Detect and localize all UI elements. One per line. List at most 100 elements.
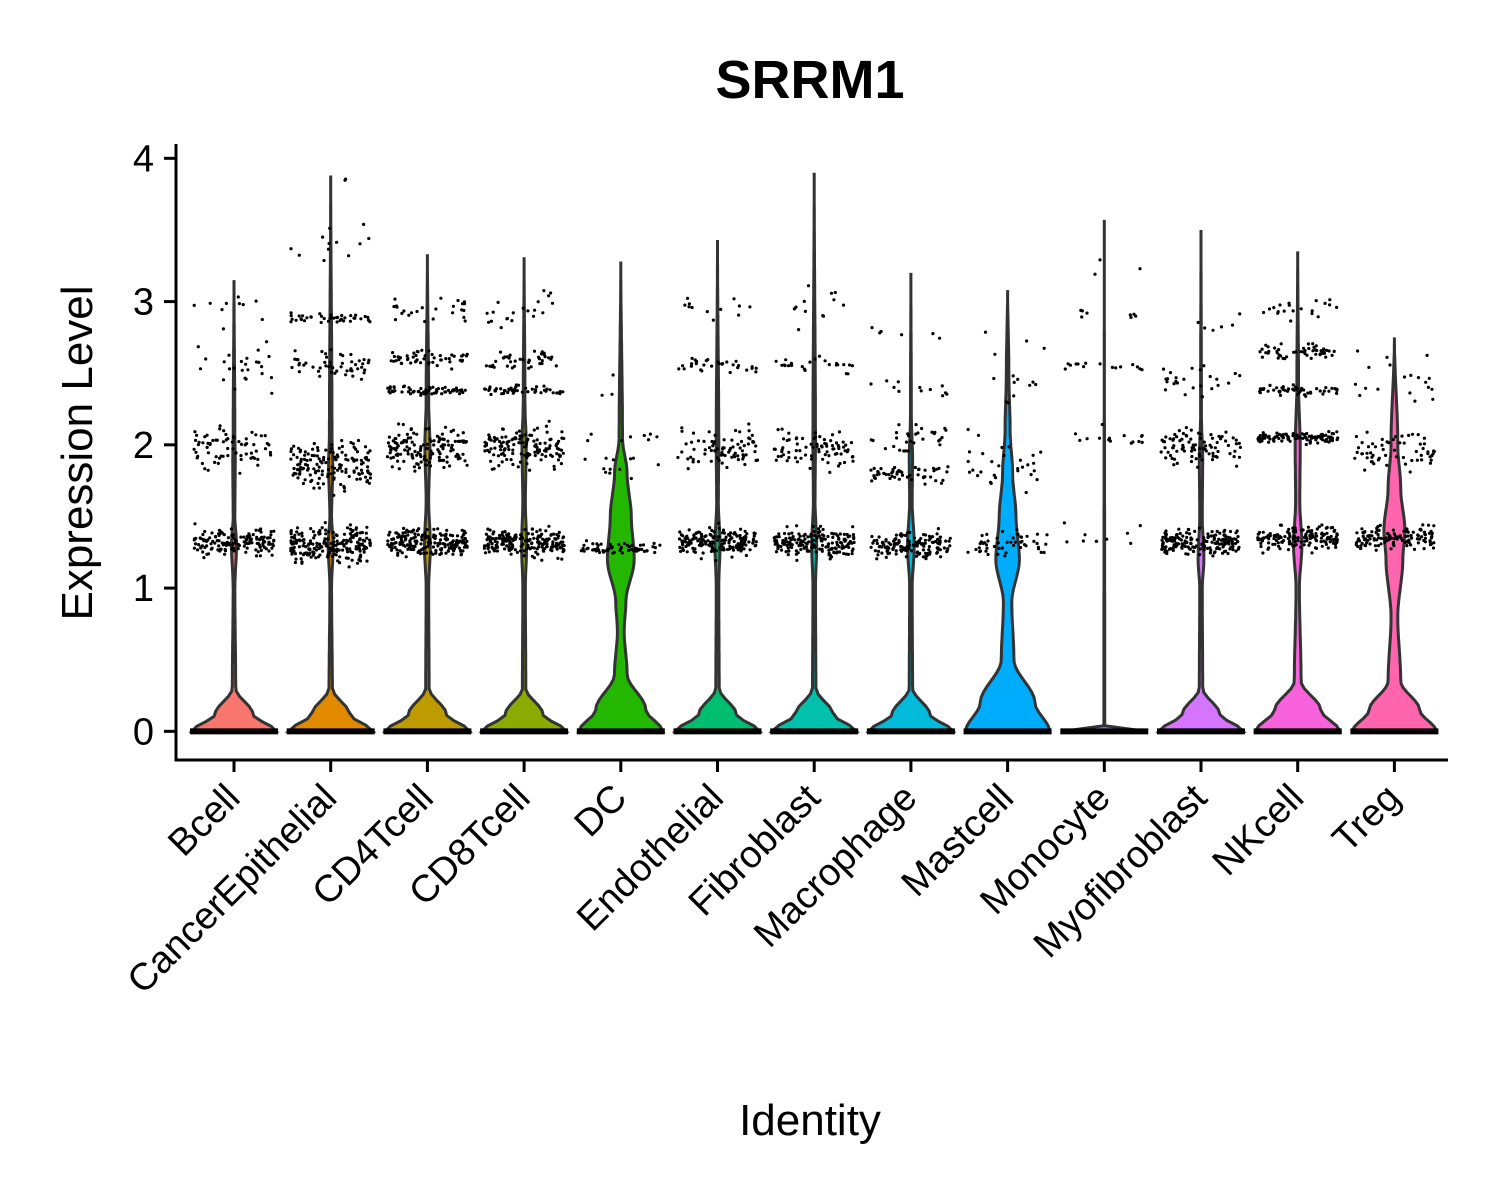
point — [1215, 529, 1219, 534]
point — [530, 532, 535, 536]
point — [700, 369, 704, 373]
point — [345, 526, 350, 530]
point — [1422, 538, 1426, 543]
point — [831, 447, 835, 451]
point — [1277, 432, 1281, 436]
point — [357, 542, 361, 546]
point — [521, 542, 525, 546]
point — [329, 370, 333, 374]
point — [1233, 449, 1237, 453]
point — [800, 365, 804, 369]
point — [420, 548, 424, 552]
point — [236, 295, 240, 299]
point — [801, 436, 805, 441]
point — [490, 542, 494, 546]
point — [1309, 391, 1313, 395]
point — [416, 533, 420, 537]
point — [401, 540, 405, 544]
point — [642, 549, 647, 554]
point — [1319, 536, 1323, 540]
point — [785, 525, 789, 529]
point — [1196, 465, 1200, 469]
point — [908, 473, 912, 477]
point — [1140, 440, 1144, 444]
point — [1119, 365, 1123, 369]
point — [1410, 536, 1414, 540]
point — [409, 537, 413, 541]
point — [412, 443, 416, 447]
point — [206, 451, 210, 455]
point — [305, 458, 309, 463]
point — [1129, 315, 1133, 319]
point — [544, 529, 548, 533]
point — [1183, 539, 1187, 543]
point — [1203, 326, 1207, 330]
point — [720, 544, 724, 548]
point — [289, 314, 293, 318]
point — [841, 303, 846, 307]
point — [296, 446, 301, 450]
point — [497, 536, 501, 541]
point — [521, 358, 525, 362]
point — [443, 443, 447, 447]
point — [1426, 385, 1430, 389]
point — [1129, 441, 1133, 445]
point — [902, 449, 906, 453]
point — [1262, 435, 1266, 439]
zero-points-DC — [576, 728, 665, 735]
point — [391, 455, 395, 459]
point — [413, 360, 418, 364]
point — [519, 544, 523, 548]
point — [591, 548, 595, 552]
point — [873, 549, 878, 553]
point — [341, 354, 345, 358]
point — [1003, 554, 1007, 558]
point — [582, 549, 586, 553]
point — [496, 454, 500, 458]
point — [1376, 387, 1380, 391]
point — [1356, 446, 1361, 450]
point — [942, 546, 947, 550]
point — [971, 468, 975, 472]
point — [242, 544, 246, 548]
point — [540, 361, 544, 366]
point — [511, 391, 515, 395]
point — [449, 449, 453, 453]
point — [552, 532, 556, 536]
point — [687, 305, 691, 309]
point — [492, 549, 496, 553]
point — [1402, 441, 1406, 445]
point — [821, 527, 825, 532]
point — [1206, 546, 1210, 551]
point — [357, 472, 362, 476]
point — [748, 548, 752, 552]
point — [905, 531, 910, 535]
point — [267, 540, 271, 544]
point — [544, 449, 548, 453]
point — [530, 387, 534, 391]
point — [1428, 540, 1432, 544]
point — [392, 354, 396, 359]
point — [1421, 523, 1425, 527]
point — [1205, 539, 1209, 544]
point — [295, 530, 299, 534]
point — [1159, 450, 1163, 454]
point — [483, 444, 487, 448]
point — [386, 441, 391, 445]
point — [192, 538, 196, 542]
point — [245, 534, 249, 539]
point — [506, 444, 510, 448]
point — [418, 448, 423, 452]
point — [208, 536, 212, 540]
point — [1076, 362, 1080, 366]
point — [415, 453, 419, 457]
point — [299, 317, 303, 321]
point — [1138, 267, 1142, 271]
point — [736, 366, 740, 370]
point — [1178, 531, 1182, 536]
point — [222, 360, 226, 364]
point — [498, 444, 502, 448]
point — [404, 440, 409, 444]
point — [693, 550, 698, 554]
point — [872, 476, 877, 480]
